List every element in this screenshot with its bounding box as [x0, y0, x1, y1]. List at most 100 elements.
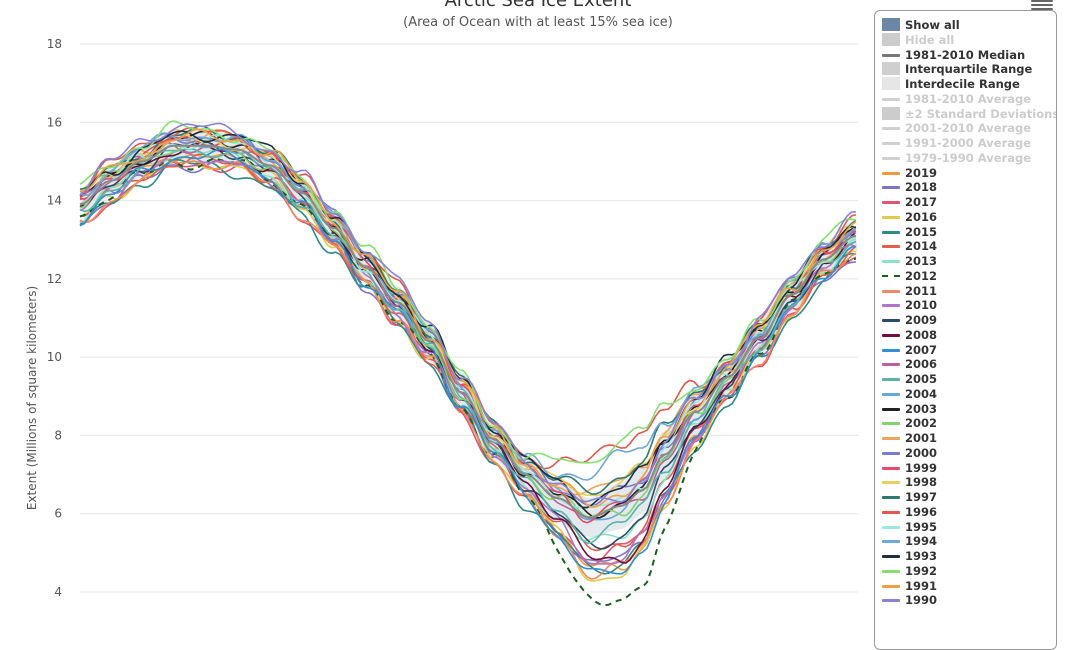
series-line-2012[interactable]: [79, 158, 857, 607]
legend-item-2009[interactable]: 2009: [881, 313, 937, 327]
legend-item-2013[interactable]: 2013: [881, 254, 937, 268]
legend-item-1991[interactable]: 1991: [881, 579, 937, 593]
legend-label: 1996: [905, 504, 938, 519]
legend-show-all[interactable]: Show all: [881, 18, 960, 32]
legend-item-2012[interactable]: 2012: [881, 269, 937, 283]
legend-item-2004[interactable]: 2004: [881, 387, 937, 401]
interquartile-range-area: [80, 130, 858, 538]
series-line-2017[interactable]: [79, 158, 857, 565]
legend-symbol: [881, 121, 900, 135]
legend-2001-2010-average[interactable]: 2001-2010 Average: [881, 121, 1031, 135]
legend--2-standard-deviations[interactable]: ±2 Standard Deviations: [881, 106, 1056, 121]
series-line-2007[interactable]: [79, 148, 857, 575]
legend-item-2011[interactable]: 2011: [881, 284, 937, 298]
legend-1981-2010-median[interactable]: 1981-2010 Median: [881, 48, 1025, 62]
y-tick-label: 18: [47, 37, 62, 51]
legend-symbol: [881, 431, 900, 445]
legend-hide-all[interactable]: Hide all: [881, 32, 955, 47]
series-line-1998[interactable]: [79, 128, 857, 497]
legend-symbol: [881, 48, 900, 62]
legend-item-1995[interactable]: 1995: [881, 520, 937, 534]
legend-label: 2001-2010 Average: [905, 121, 1032, 136]
legend-label: 1979-1990 Average: [905, 150, 1032, 165]
legend-item-2018[interactable]: 2018: [881, 180, 937, 194]
legend-symbol: [881, 461, 900, 475]
legend-symbol: [881, 195, 900, 209]
series-line-1990[interactable]: [79, 122, 856, 503]
legend-label: 1993: [905, 549, 938, 563]
legend-1979-1990-average[interactable]: 1979-1990 Average: [881, 151, 1031, 165]
legend-symbol: [881, 62, 900, 76]
legend-symbol: [881, 269, 900, 283]
legend-item-2008[interactable]: 2008: [881, 328, 937, 342]
legend-symbol: [881, 372, 900, 386]
legend-label: Interquartile Range: [905, 62, 1033, 77]
legend-item-2002[interactable]: 2002: [881, 416, 937, 430]
y-tick-label: 14: [47, 194, 62, 208]
legend-panel: Show all Hide all 1981-2010 Median Interqua…: [874, 10, 1057, 650]
legend-interdecile-range[interactable]: Interdecile Range: [881, 77, 1020, 91]
legend-label: 2007: [905, 342, 938, 357]
legend-item-2017[interactable]: 2017: [881, 195, 937, 209]
legend-label: 1995: [905, 519, 938, 534]
legend-symbol: [881, 520, 900, 534]
legend-label: 2010: [905, 298, 938, 313]
series-line-1997[interactable]: [79, 125, 857, 495]
series-line-1995[interactable]: [79, 134, 857, 509]
legend-label: 2015: [905, 224, 938, 239]
legend-item-2015[interactable]: 2015: [881, 225, 937, 239]
series-line-1994[interactable]: [79, 132, 857, 481]
legend-item-1997[interactable]: 1997: [881, 490, 937, 504]
legend-symbol: [881, 328, 900, 342]
legend-item-2001[interactable]: 2001: [881, 431, 937, 445]
legend-item-2003[interactable]: 2003: [881, 402, 937, 416]
series-line-2001[interactable]: [79, 129, 857, 496]
legend-item-1996[interactable]: 1996: [881, 505, 937, 519]
series-line-2002[interactable]: [79, 141, 857, 518]
legend-label: 2004: [905, 386, 938, 401]
legend-interquartile-range[interactable]: Interquartile Range: [881, 62, 1032, 76]
y-tick-label: 12: [47, 272, 62, 286]
legend-item-2000[interactable]: 2000: [881, 446, 937, 460]
chart-menu-button[interactable]: [1031, 0, 1053, 10]
series-line-2004[interactable]: [79, 134, 857, 521]
series-line-1992[interactable]: [79, 120, 857, 464]
gridlines: [80, 43, 858, 593]
legend-item-2010[interactable]: 2010: [881, 298, 937, 312]
series-line-2003[interactable]: [79, 130, 857, 519]
legend-1991-2000-average[interactable]: 1991-2000 Average: [881, 136, 1031, 150]
legend-label: Hide all: [905, 32, 955, 47]
legend-label: 1991: [905, 578, 938, 593]
series-line-1991[interactable]: [79, 128, 857, 508]
series-line-2006[interactable]: [79, 142, 857, 520]
legend-label: Show all: [905, 18, 960, 32]
legend-item-2007[interactable]: 2007: [881, 343, 937, 357]
series-line-2000[interactable]: [79, 132, 857, 507]
series-line-1993[interactable]: [79, 130, 857, 509]
legend-item-2005[interactable]: 2005: [881, 372, 937, 386]
legend-item-1990[interactable]: 1990: [881, 593, 937, 607]
legend-item-2014[interactable]: 2014: [881, 239, 937, 253]
legend-item-2016[interactable]: 2016: [881, 210, 937, 224]
series-line-2013[interactable]: [79, 146, 857, 542]
legend-symbol: [881, 239, 900, 253]
legend-item-1999[interactable]: 1999: [881, 461, 937, 475]
legend-label: 2011: [905, 283, 938, 298]
series-line-1999[interactable]: [79, 136, 856, 524]
legend-label: 1998: [905, 475, 938, 490]
legend-item-2019[interactable]: 2019: [881, 166, 937, 180]
legend-item-1994[interactable]: 1994: [881, 534, 937, 548]
legend-symbol: [881, 254, 900, 268]
legend-label: 1981-2010 Average: [905, 91, 1032, 106]
legend-item-2006[interactable]: 2006: [881, 357, 937, 371]
legend-symbol: [881, 343, 900, 357]
legend-item-1998[interactable]: 1998: [881, 475, 937, 489]
interquartile-band: [80, 130, 858, 538]
legend-item-1992[interactable]: 1992: [881, 564, 937, 578]
legend-label: 2012: [905, 268, 938, 283]
legend-item-1993[interactable]: 1993: [881, 549, 937, 563]
legend-symbol: [881, 534, 900, 548]
legend-label: 2019: [905, 165, 938, 180]
legend-symbol: [881, 357, 900, 371]
legend-1981-2010-average[interactable]: 1981-2010 Average: [881, 92, 1031, 106]
